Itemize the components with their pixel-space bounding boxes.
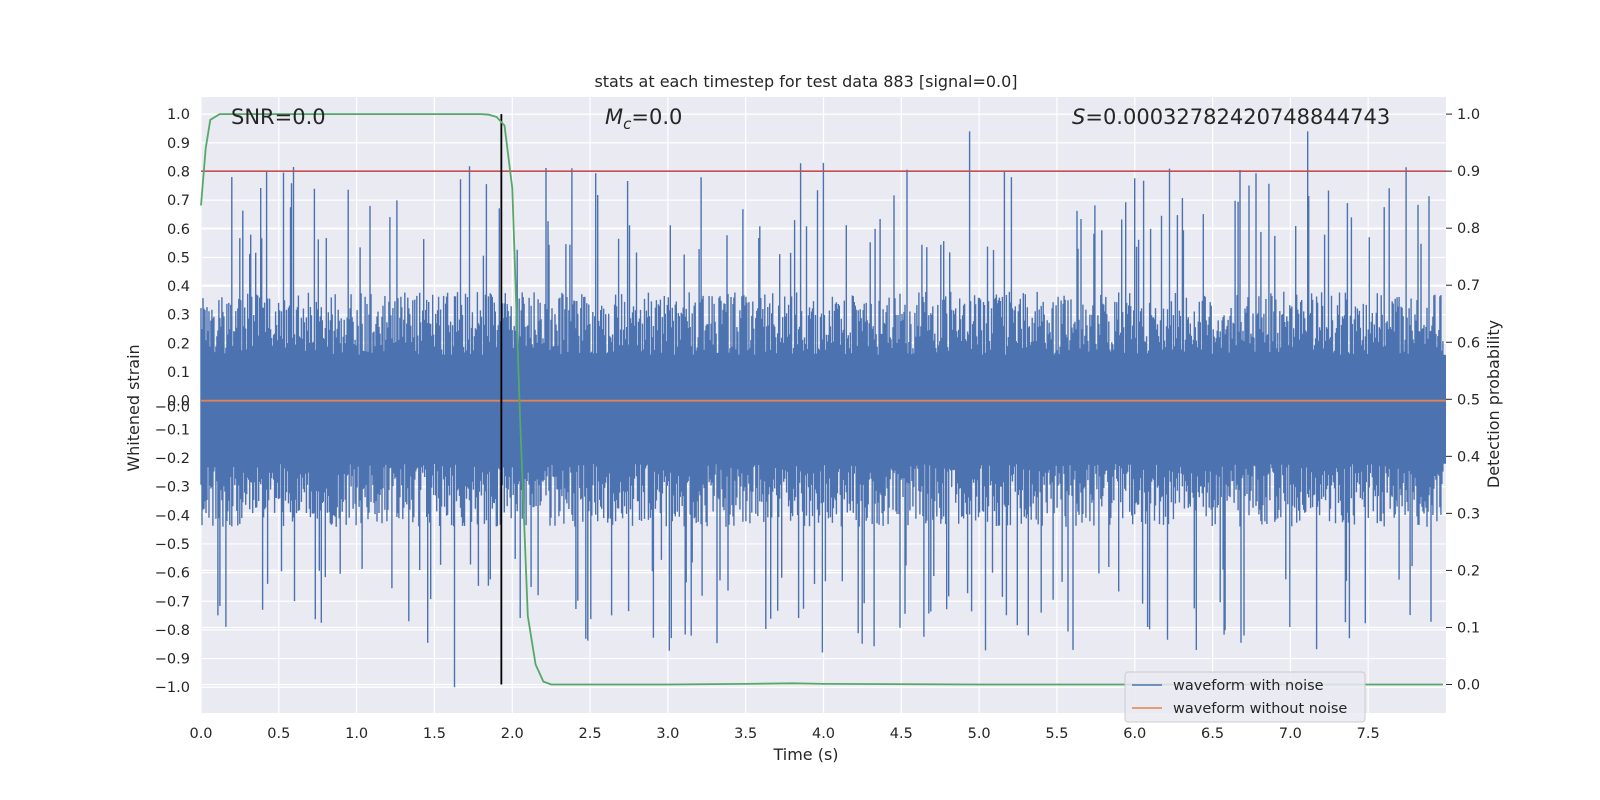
- x-tick-label: 4.0: [812, 726, 835, 742]
- legend: waveform with noise waveform without noi…: [1124, 671, 1366, 723]
- y-left-tick-label: −1.0: [155, 680, 190, 696]
- y-left-tick-label: −0.1: [155, 422, 190, 438]
- y-right-tick-label: 0.9: [1457, 164, 1480, 180]
- x-tick-label: 4.5: [890, 726, 913, 742]
- chirp-mass-annotation: Mc=0.0: [605, 105, 682, 133]
- y-left-tick-label: 0.0: [167, 394, 190, 410]
- x-tick-label: 7.0: [1279, 726, 1302, 742]
- score-annotation: S=0.00032782420748844743: [1072, 105, 1390, 129]
- y-left-tick-label: −0.2: [155, 451, 190, 467]
- x-tick-label: 0.0: [189, 726, 212, 742]
- y-left-tick-label: −0.8: [155, 623, 190, 639]
- y-right-tick-label: 0.7: [1457, 278, 1480, 294]
- axes: 0.0 0.5 1.0 1.5 2.0 2.5 3.0 3.5 4.0 4.5 5.0 5.5 6.0 6…: [155, 107, 1480, 742]
- x-tick-label: 0.5: [267, 726, 290, 742]
- y-right-tick-label: 0.1: [1457, 620, 1480, 636]
- x-tick-label: 7.5: [1357, 726, 1380, 742]
- overlay-lines: [200, 113, 1446, 686]
- y-left-tick-label: 0.8: [167, 164, 190, 180]
- y-left-tick-label: 0.2: [167, 336, 190, 352]
- y-left-tick-label: 0.7: [167, 193, 190, 209]
- y-left-tick-label: −0.3: [155, 480, 190, 496]
- x-tick-label: 3.5: [734, 726, 757, 742]
- y-left-tick-label: 0.9: [167, 136, 190, 152]
- y-left-tick-label: −0.9: [155, 652, 190, 668]
- y-left-tick-label: 1.0: [167, 107, 190, 123]
- y-right-tick-label: 0.3: [1457, 506, 1480, 522]
- y-right-tick-label: 0.6: [1457, 335, 1480, 351]
- y-left-tick-label: −0.0: [155, 399, 190, 415]
- y-right-tick-label: 0.2: [1457, 563, 1480, 579]
- x-tick-label: 5.0: [968, 726, 991, 742]
- chart-title: stats at each timestep for test data 883…: [594, 72, 1017, 91]
- y-left-tick-label: 0.1: [167, 365, 190, 381]
- legend-label-clean: waveform without noise: [1173, 701, 1347, 717]
- y-right-tick-label: 0.5: [1457, 392, 1480, 408]
- waveform-with-noise-band: [201, 354, 1446, 464]
- chirp-mass-value: =0.0: [631, 105, 682, 129]
- x-axis-label: Time (s): [772, 745, 838, 764]
- x-tick-label: 6.0: [1123, 726, 1146, 742]
- y-left-tick-label: −0.7: [155, 594, 190, 610]
- x-tick-label: 1.5: [423, 726, 446, 742]
- legend-box: [1124, 671, 1366, 723]
- chirp-mass-subscript: c: [623, 115, 632, 133]
- legend-label-noise: waveform with noise: [1173, 678, 1324, 694]
- y-left-tick-label: 0.3: [167, 308, 190, 324]
- y-left-tick-label: 0.5: [167, 250, 190, 266]
- x-tick-label: 1.0: [345, 726, 368, 742]
- x-tick-label: 5.5: [1045, 726, 1068, 742]
- score-symbol: S: [1072, 105, 1085, 129]
- y-right-tick-label: 0.4: [1457, 449, 1480, 465]
- x-tick-label: 2.0: [501, 726, 524, 742]
- x-tick-label: 6.5: [1201, 726, 1224, 742]
- x-tick-label: 3.0: [656, 726, 679, 742]
- waveform-with-noise-series: [200, 131, 1446, 688]
- y-right-tick-label: 0.8: [1457, 221, 1480, 237]
- score-value: =0.00032782420748844743: [1085, 105, 1390, 129]
- x-tick-label: 2.5: [579, 726, 602, 742]
- y-left-tick-label: −0.5: [155, 537, 190, 553]
- snr-annotation: SNR=0.0: [231, 105, 326, 129]
- y-right-tick-label: 0.0: [1457, 677, 1480, 693]
- chirp-mass-symbol: M: [605, 105, 623, 129]
- y-left-tick-label: 0.6: [167, 222, 190, 238]
- detection-probability-line: [200, 113, 1443, 686]
- y-left-tick-label: −0.4: [155, 508, 190, 524]
- y-left-tick-label: −0.6: [155, 566, 190, 582]
- y-axis-right-label: Detection probability: [1484, 320, 1503, 488]
- y-axis-left-label: Whitened strain: [124, 344, 143, 471]
- y-left-tick-label: 0.4: [167, 279, 190, 295]
- y-right-tick-label: 1.0: [1457, 107, 1480, 123]
